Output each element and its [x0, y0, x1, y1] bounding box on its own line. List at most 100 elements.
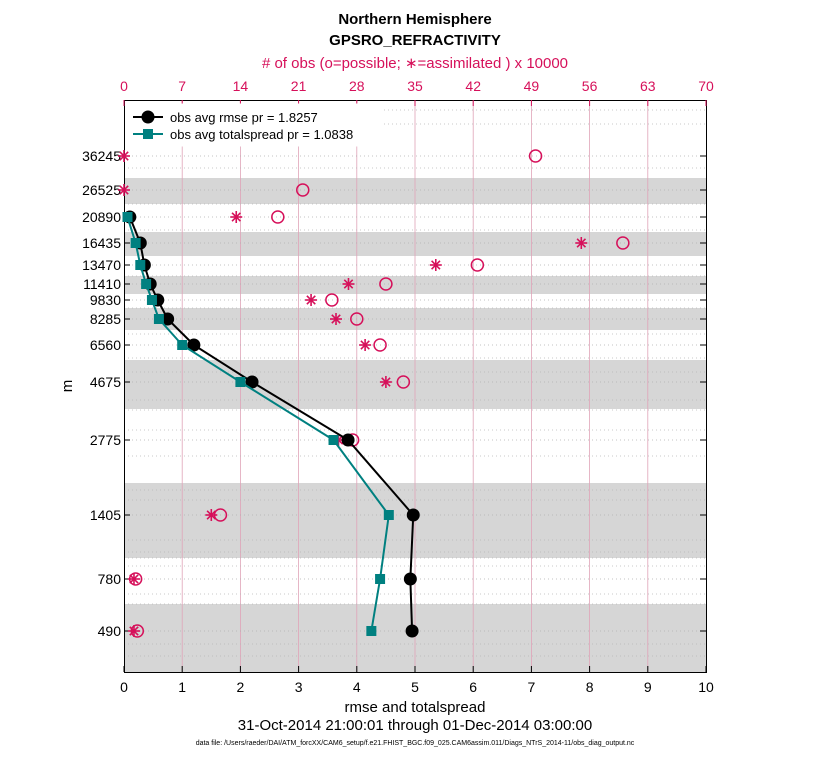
obs-assimilated-1	[118, 184, 130, 196]
legend-box	[127, 103, 384, 147]
obs-possible-3	[616, 236, 630, 250]
legend: obs avg rmse pr = 1.8257 obs avg totalsp…	[127, 103, 384, 147]
obs-possible-7	[350, 312, 364, 326]
obs-possible-2	[271, 210, 285, 224]
chart-title: Northern Hemisphere	[338, 11, 491, 28]
obs-assimilated-9	[379, 376, 392, 388]
obs-assimilated-6-stroke-3	[306, 295, 316, 305]
y-tick-label-2775: 2775	[90, 432, 121, 448]
series-1-point-12	[375, 574, 386, 584]
obs-assimilated-9-stroke-3	[381, 377, 391, 387]
x-tick-label-6: 6	[469, 679, 477, 695]
obs-assimilated-7	[330, 313, 343, 325]
y-axis-label: m	[59, 380, 76, 393]
series-0-point-12	[403, 572, 417, 586]
x-tick-label-4: 4	[353, 679, 361, 695]
obs-assimilated-1-stroke-3	[119, 185, 129, 195]
footnote: data file: /Users/raeder/DAI/ATM_forcXX/…	[196, 740, 635, 747]
series-1-point-4	[135, 260, 146, 270]
top-axis-label: # of obs (o=possible; ∗=assimilated ) x …	[262, 55, 568, 72]
obs-assimilated-13	[127, 625, 140, 637]
x-tick-label-0: 0	[120, 679, 128, 695]
obs-assimilated-12-stroke-3	[129, 574, 139, 584]
x-tick-label-7: 7	[528, 679, 536, 695]
top-tick-label-0: 0	[120, 78, 128, 94]
obs-possible-9	[396, 375, 411, 389]
top-tick-label-42: 42	[465, 78, 481, 94]
x-tick-label-2: 2	[237, 679, 245, 695]
series-1-point-3	[130, 238, 141, 248]
legend-entry-spread: obs avg totalspread pr = 1.0838	[170, 127, 353, 142]
obs-assimilated-11-stroke-3	[206, 510, 217, 520]
y-tick-label-4675: 4675	[90, 374, 121, 390]
obs-assimilated-0-stroke-3	[119, 151, 129, 161]
series-1-point-2	[122, 212, 133, 222]
top-tick-label-56: 56	[582, 78, 598, 94]
series-1-point-6	[146, 295, 157, 305]
y-tick-label-36245: 36245	[82, 148, 121, 164]
x-tick-label-5: 5	[411, 679, 419, 695]
top-tick-label-28: 28	[349, 78, 365, 94]
series-1-point-5	[141, 279, 152, 289]
series-0-point-9	[245, 375, 259, 389]
obs-assimilated-8-stroke-3	[360, 340, 370, 350]
grid-lines	[124, 100, 706, 672]
top-tick-label-63: 63	[640, 78, 656, 94]
y-tick-label-6560: 6560	[90, 337, 121, 353]
series-1-point-8	[177, 340, 188, 350]
series-0-point-7	[161, 312, 175, 326]
series-0-point-13	[405, 624, 419, 638]
y-tick-label-11410: 11410	[83, 276, 121, 292]
y-tick-label-1405: 1405	[90, 507, 121, 523]
obs-assimilated-5-stroke-3	[343, 279, 354, 289]
y-tick-label-8285: 8285	[90, 311, 121, 327]
obs-assimilated-2	[230, 211, 243, 223]
tick-labels: 0 1 2 3 4 5 6 7 8 9 100 7 14 21 28 35 42 49 56 63 7036245265…	[82, 78, 714, 695]
obs-assimilated-8	[359, 339, 372, 351]
legend-marker-rmse	[141, 110, 155, 124]
obs-assimilated-12	[127, 573, 140, 585]
y-tick-label-16435: 16435	[82, 235, 121, 251]
y-tick-label-9830: 9830	[90, 292, 121, 308]
series-1-point-10	[328, 435, 339, 445]
obs-assimilated-11	[205, 509, 218, 521]
obs-possible-4	[470, 258, 485, 272]
obs-possible-6	[325, 293, 339, 307]
top-tick-label-70: 70	[698, 78, 714, 94]
top-tick-label-21: 21	[291, 78, 307, 94]
obs-assimilated-3	[575, 237, 588, 249]
series-0-point-11	[406, 508, 420, 522]
series-1-point-13	[366, 626, 377, 636]
x-tick-label-3: 3	[295, 679, 303, 695]
obs-assimilated-7-stroke-3	[331, 314, 341, 324]
series-1-point-7	[153, 314, 164, 324]
series-1-point-9	[235, 377, 246, 387]
series-0-point-10	[341, 433, 355, 447]
obs-possible-1	[296, 183, 310, 197]
y-tick-label-13470: 13470	[82, 257, 121, 273]
legend-entry-rmse: obs avg rmse pr = 1.8257	[170, 110, 318, 125]
obs-assimilated-5	[342, 278, 355, 290]
legend-marker-spread	[143, 129, 153, 139]
x-tick-label-8: 8	[586, 679, 594, 695]
obs-assimilated-6	[305, 294, 318, 306]
chart-subtitle: GPSRO_REFRACTIVITY	[329, 32, 501, 49]
x-tick-label-10: 10	[698, 679, 714, 695]
obs-possible-0	[528, 149, 543, 163]
top-tick-label-35: 35	[407, 78, 423, 94]
obs-assimilated-0	[118, 150, 130, 162]
y-tick-label-20890: 20890	[82, 209, 121, 225]
obs-assimilated-4	[429, 259, 442, 271]
obs-possible-5	[379, 277, 393, 291]
data-marks	[118, 149, 630, 638]
obs-assimilated-13-stroke-3	[129, 626, 139, 636]
x-tick-label-9: 9	[644, 679, 652, 695]
y-tick-label-26525: 26525	[82, 182, 121, 198]
series-1-point-11	[383, 510, 394, 520]
top-tick-label-14: 14	[233, 78, 249, 94]
series-0-point-8	[187, 338, 201, 352]
obs-assimilated-4-stroke-3	[431, 260, 441, 270]
top-tick-label-49: 49	[524, 78, 540, 94]
x-axis-label: rmse and totalspread	[345, 699, 486, 716]
